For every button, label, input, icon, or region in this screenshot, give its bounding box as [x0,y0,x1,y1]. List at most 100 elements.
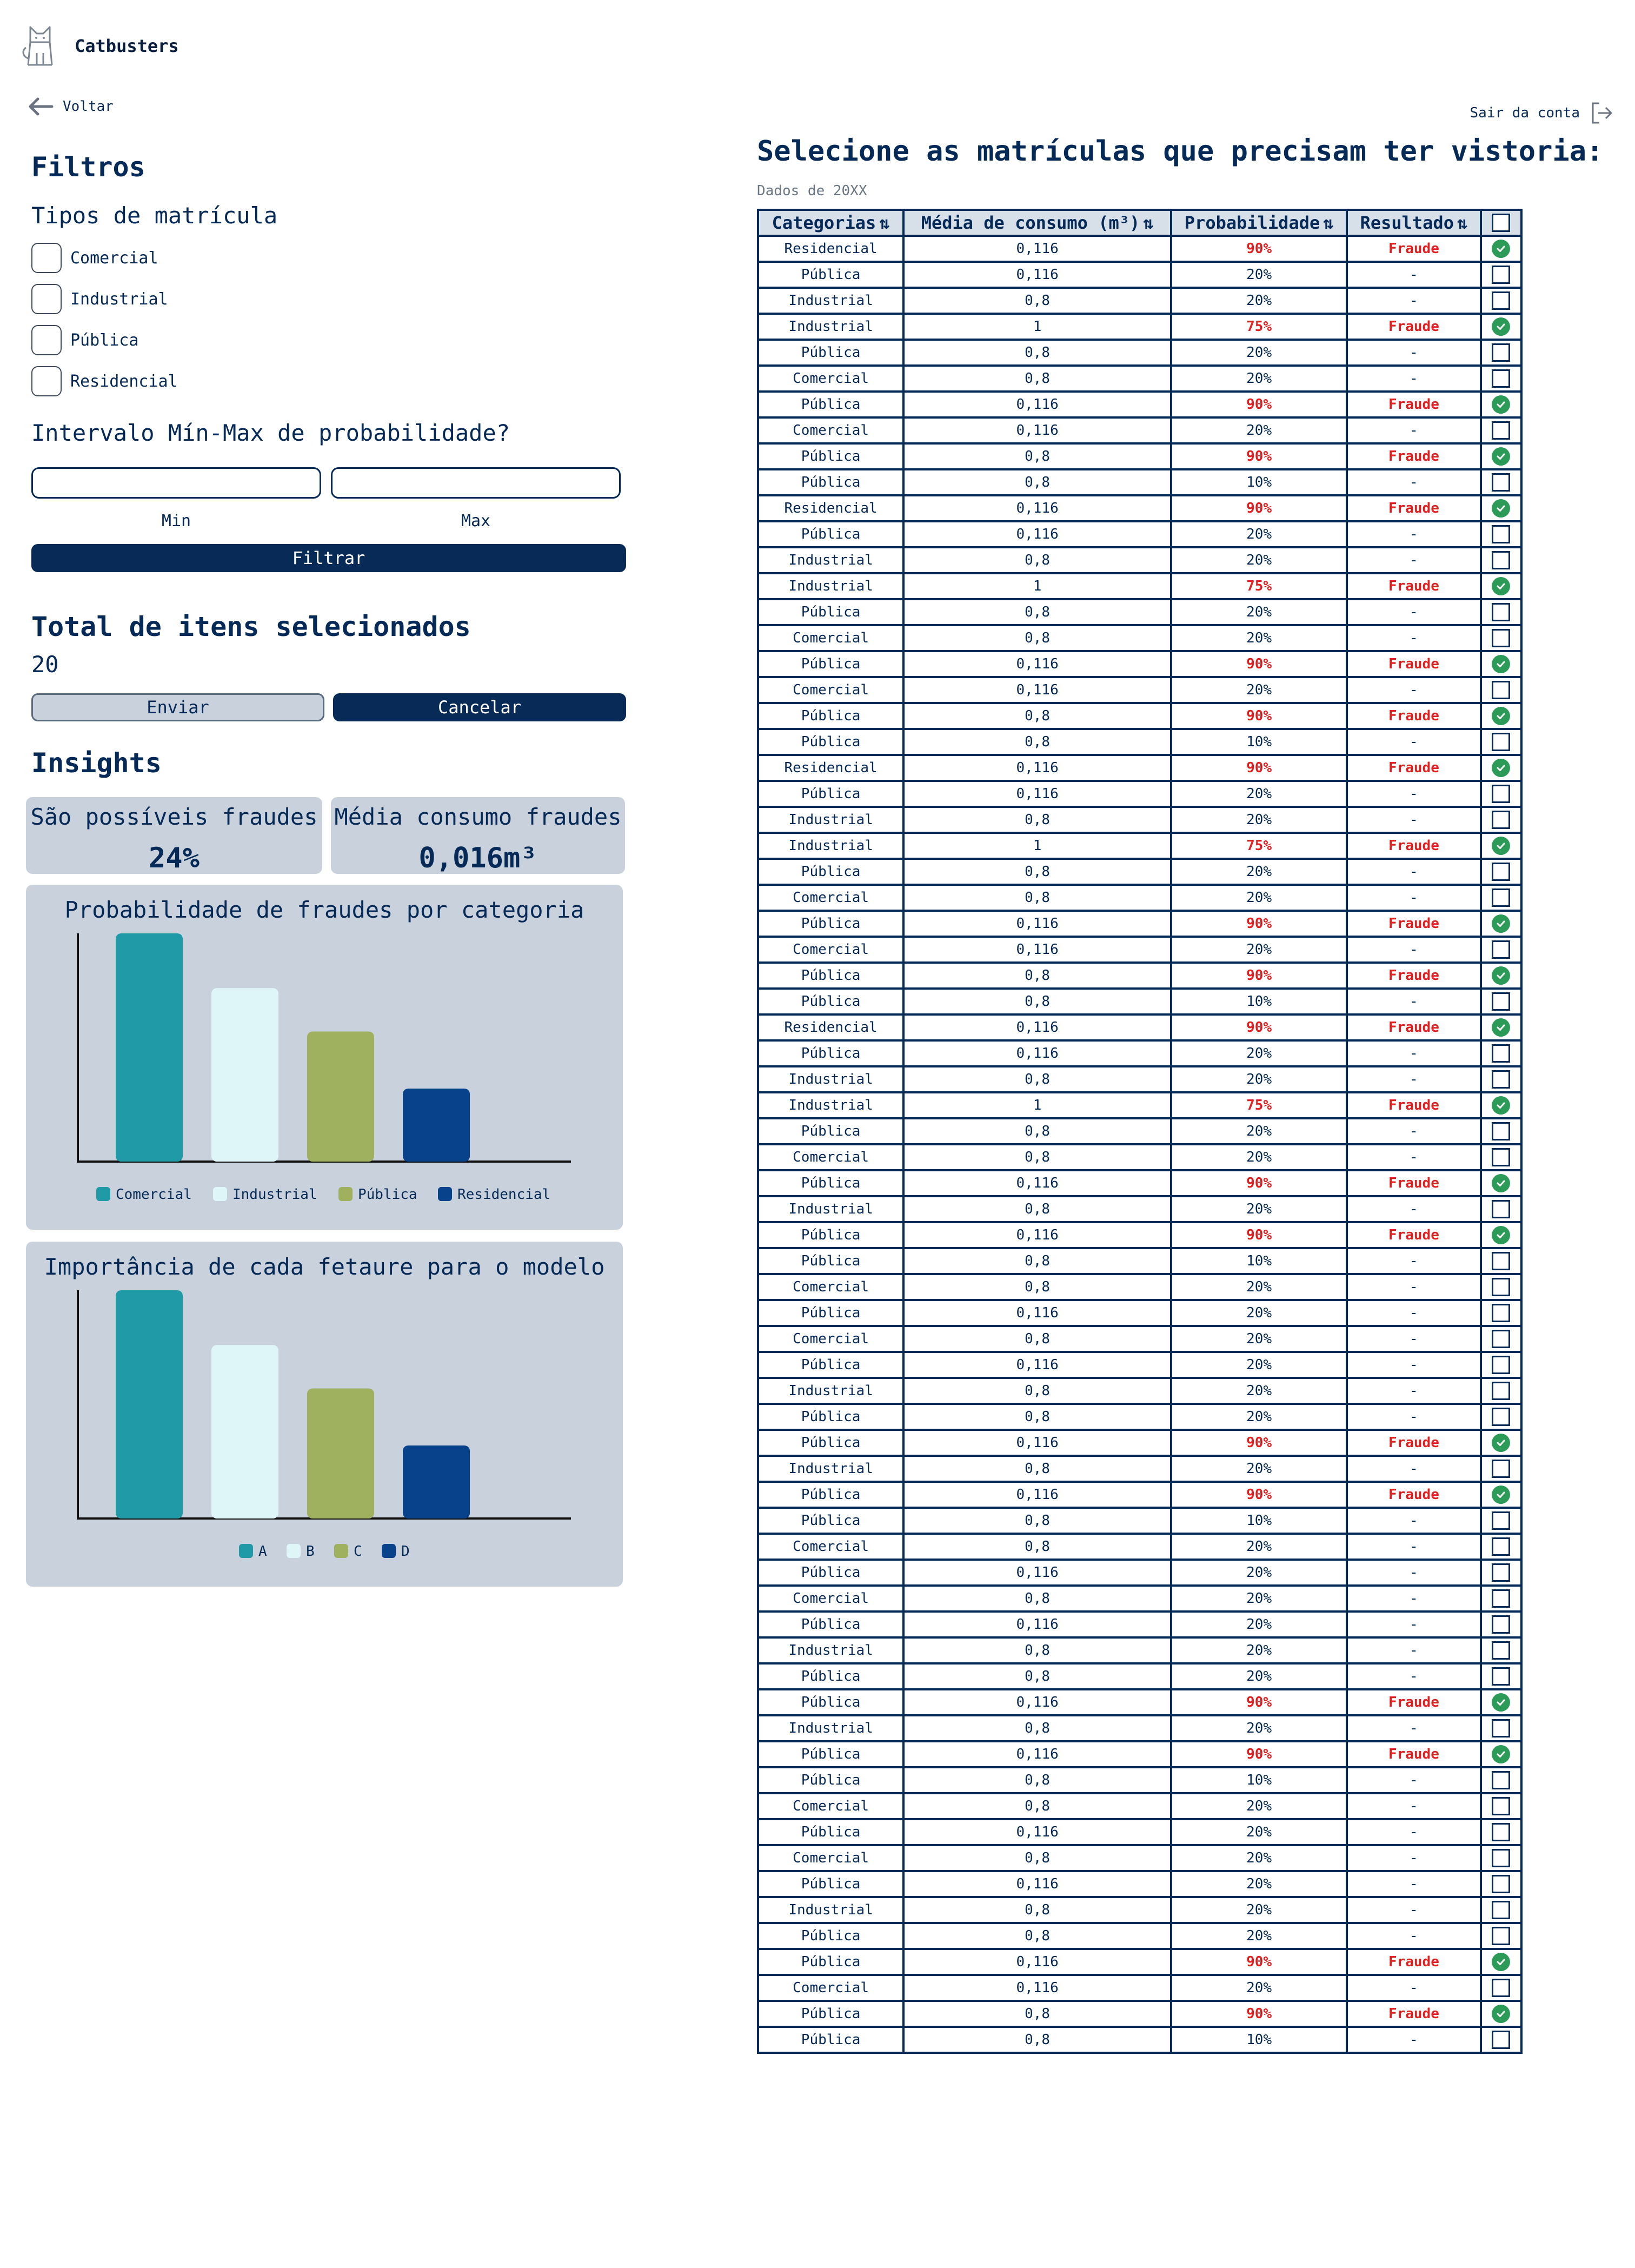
checkbox-comercial[interactable] [31,243,62,273]
row-checkbox[interactable] [1492,2031,1511,2049]
select-cell[interactable] [1479,520,1523,548]
min-input[interactable] [31,467,321,499]
table-row[interactable]: Industrial 0,8 20% - [756,1065,1523,1093]
row-checkbox[interactable] [1492,1382,1511,1400]
select-cell[interactable] [1479,1688,1523,1716]
select-cell[interactable] [1479,1610,1523,1639]
table-row[interactable]: Pública 0,8 90% Fraude [756,702,1523,730]
table-row[interactable]: Comercial 0,116 20% - [756,1974,1523,2002]
select-cell[interactable] [1479,832,1523,860]
table-row[interactable]: Pública 0,116 90% Fraude [756,1429,1523,1457]
table-row[interactable]: Comercial 0,8 20% - [756,884,1523,912]
select-cell[interactable] [1479,1221,1523,1249]
select-cell[interactable] [1479,1481,1523,1509]
row-checkbox[interactable] [1492,1849,1511,1867]
table-row[interactable]: Industrial 0,8 20% - [756,287,1523,315]
row-checkbox[interactable] [1492,1667,1511,1686]
select-cell[interactable] [1479,961,1523,990]
select-cell[interactable] [1479,650,1523,678]
row-checkbox[interactable] [1492,629,1511,647]
back-link[interactable]: Voltar [27,93,114,120]
row-checkbox[interactable] [1492,1148,1511,1166]
table-row[interactable]: Pública 0,116 90% Fraude [756,1221,1523,1249]
select-cell[interactable] [1479,1299,1523,1327]
table-row[interactable]: Comercial 0,116 20% - [756,416,1523,445]
check-circle-icon[interactable] [1492,759,1511,777]
select-cell[interactable] [1479,598,1523,626]
table-row[interactable]: Pública 0,116 90% Fraude [756,1948,1523,1976]
table-row[interactable]: Pública 0,8 20% - [756,1403,1523,1431]
select-cell[interactable] [1479,390,1523,419]
table-row[interactable]: Pública 0,8 20% - [756,1662,1523,1690]
select-cell[interactable] [1479,442,1523,470]
row-checkbox[interactable] [1492,1330,1511,1348]
table-row[interactable]: Pública 0,8 10% - [756,1766,1523,1794]
row-checkbox[interactable] [1492,1875,1511,1893]
table-row[interactable]: Comercial 0,8 20% - [756,1143,1523,1171]
select-cell[interactable] [1479,494,1523,522]
select-cell[interactable] [1479,1039,1523,1067]
check-circle-icon[interactable] [1492,655,1511,673]
filter-button[interactable]: Filtrar [31,544,626,572]
row-checkbox[interactable] [1492,1200,1511,1218]
select-cell[interactable] [1479,1818,1523,1846]
row-checkbox[interactable] [1492,1615,1511,1634]
row-checkbox[interactable] [1492,1252,1511,1270]
select-cell[interactable] [1479,261,1523,289]
select-cell[interactable] [1479,1974,1523,2002]
table-row[interactable]: Industrial 1 75% Fraude [756,313,1523,341]
select-cell[interactable] [1479,1922,1523,1950]
select-cell[interactable] [1479,1429,1523,1457]
select-cell[interactable] [1479,1636,1523,1664]
select-cell[interactable] [1479,1507,1523,1535]
table-row[interactable]: Comercial 0,8 20% - [756,1533,1523,1561]
table-row[interactable]: Comercial 0,8 20% - [756,1792,1523,1820]
table-row[interactable]: Pública 0,116 20% - [756,1870,1523,1898]
row-checkbox[interactable] [1492,291,1511,310]
row-checkbox[interactable] [1492,1797,1511,1815]
row-checkbox[interactable] [1492,940,1511,959]
select-cell[interactable] [1479,936,1523,964]
select-cell[interactable] [1479,1533,1523,1561]
row-checkbox[interactable] [1492,421,1511,440]
table-row[interactable]: Pública 0,8 10% - [756,1247,1523,1275]
select-cell[interactable] [1479,1403,1523,1431]
table-row[interactable]: Pública 0,8 20% - [756,339,1523,367]
cancel-button[interactable]: Cancelar [333,693,626,721]
select-cell[interactable] [1479,702,1523,730]
check-circle-icon[interactable] [1492,707,1511,725]
table-row[interactable]: Pública 0,116 20% - [756,1299,1523,1327]
select-cell[interactable] [1479,416,1523,445]
check-circle-icon[interactable] [1492,1096,1511,1115]
check-circle-icon[interactable] [1492,1434,1511,1452]
select-cell[interactable] [1479,1143,1523,1171]
select-cell[interactable] [1479,546,1523,574]
select-cell[interactable] [1479,728,1523,756]
select-cell[interactable] [1479,235,1523,263]
check-circle-icon[interactable] [1492,240,1511,258]
select-cell[interactable] [1479,1091,1523,1119]
table-row[interactable]: Pública 0,116 20% - [756,1351,1523,1379]
select-cell[interactable] [1479,1714,1523,1742]
select-cell[interactable] [1479,676,1523,704]
table-row[interactable]: Pública 0,8 20% - [756,1117,1523,1145]
select-cell[interactable] [1479,806,1523,834]
checkbox-residencial[interactable] [31,366,62,396]
table-row[interactable]: Comercial 0,116 20% - [756,676,1523,704]
check-circle-icon[interactable] [1492,1018,1511,1037]
row-checkbox[interactable] [1492,1641,1511,1660]
table-row[interactable]: Pública 0,8 90% Fraude [756,2000,1523,2028]
table-row[interactable]: Pública 0,116 90% Fraude [756,1169,1523,1197]
check-circle-icon[interactable] [1492,2005,1511,2023]
max-input[interactable] [331,467,621,499]
select-cell[interactable] [1479,1455,1523,1483]
row-checkbox[interactable] [1492,1719,1511,1738]
table-row[interactable]: Pública 0,116 90% Fraude [756,1688,1523,1716]
table-row[interactable]: Pública 0,8 20% - [756,1922,1523,1950]
table-row[interactable]: Industrial 0,8 20% - [756,1636,1523,1664]
table-row[interactable]: Residencial 0,116 90% Fraude [756,494,1523,522]
table-row[interactable]: Comercial 0,8 20% - [756,1584,1523,1613]
select-cell[interactable] [1479,1584,1523,1613]
row-checkbox[interactable] [1492,525,1511,543]
select-cell[interactable] [1479,1325,1523,1353]
